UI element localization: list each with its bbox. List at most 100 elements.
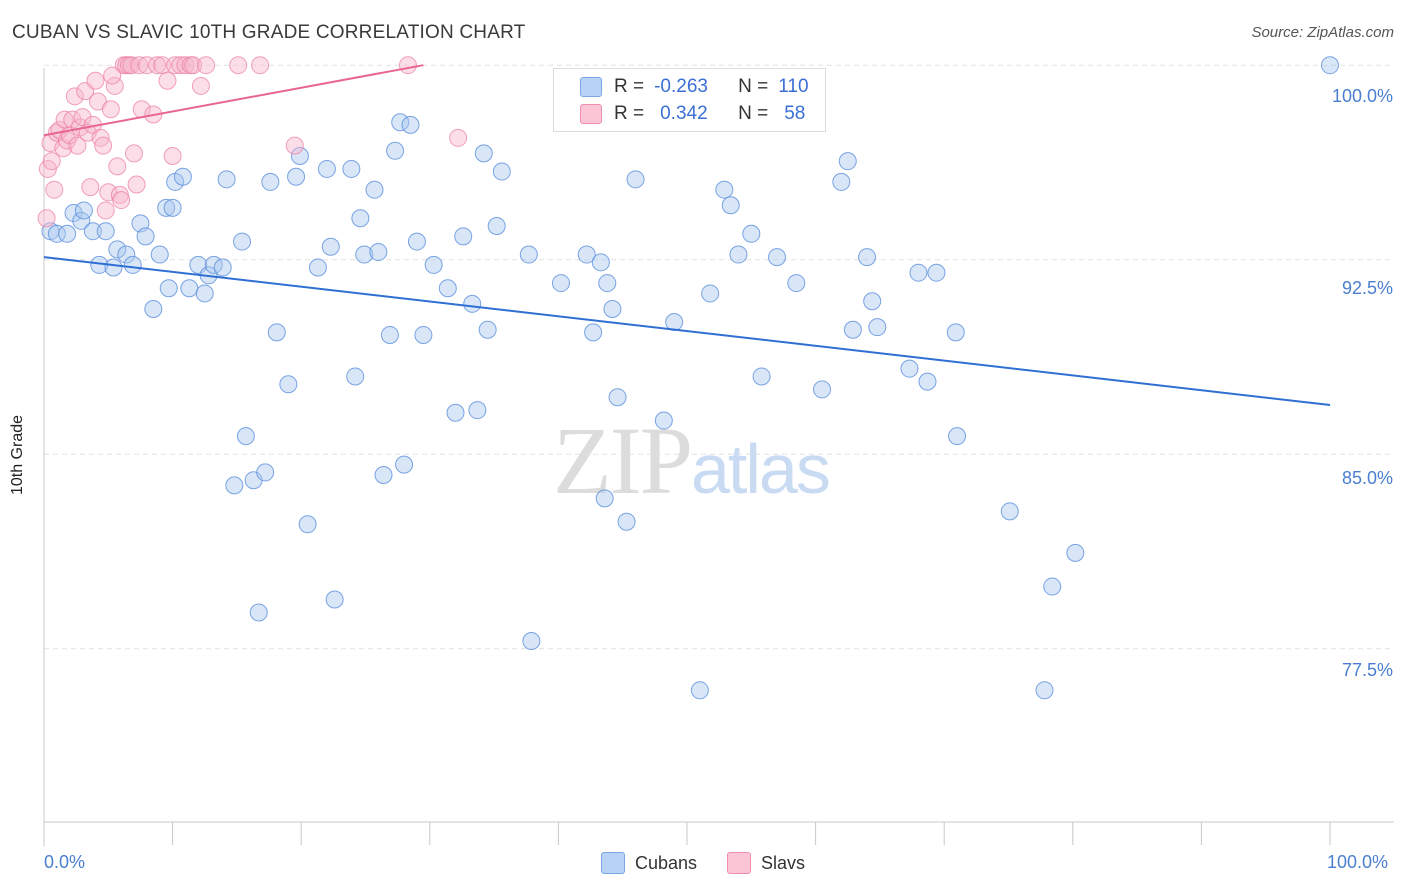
cubans-point <box>752 367 771 386</box>
slavs-point <box>130 56 149 75</box>
cubans-point <box>386 141 405 160</box>
legend-row-cubans: R = -0.263 N = 110 <box>580 74 809 100</box>
cubans-point <box>900 359 919 378</box>
slavs-point <box>101 100 120 119</box>
cubans-point <box>321 237 340 256</box>
slavs-trend-line <box>43 64 424 137</box>
cubans-point <box>1035 681 1054 700</box>
cubans-point <box>1043 577 1062 596</box>
y-axis-label: 10th Grade <box>9 414 26 496</box>
correlation-legend: R = -0.263 N = 110 R = 0.342 N = 58 <box>553 68 826 132</box>
slavs-point <box>449 128 468 147</box>
cubans-point <box>654 411 673 430</box>
cubans-point <box>395 455 414 474</box>
cubans-point <box>595 489 614 508</box>
legend-label-cubans: Cubans <box>634 852 698 873</box>
cubans-point <box>391 113 410 132</box>
watermark: ZIPatlas <box>553 405 831 516</box>
cubans-point <box>58 224 77 243</box>
cubans-point <box>742 224 761 243</box>
slavs-point <box>251 56 270 75</box>
legend-row-slavs: R = 0.342 N = 58 <box>580 101 805 127</box>
cubans-point <box>83 222 102 241</box>
legend-item-slavs[interactable]: Slavs <box>727 852 805 874</box>
slavs-point <box>398 56 417 75</box>
watermark-atlas: atlas <box>691 430 831 508</box>
cubans-point <box>519 245 538 264</box>
slavs-point <box>229 56 248 75</box>
slavs-point <box>137 56 156 75</box>
cubans-point <box>927 263 946 282</box>
cubans-points <box>41 56 1339 700</box>
cubans-point <box>180 279 199 298</box>
cubans-point <box>787 274 806 293</box>
cubans-point <box>454 227 473 246</box>
cubans-point <box>261 172 280 191</box>
slavs-point <box>112 191 131 210</box>
cubans-point <box>117 245 136 264</box>
slavs-point <box>105 76 124 95</box>
cubans-point <box>701 284 720 303</box>
cubans-point <box>1321 56 1339 75</box>
cubans-point <box>355 245 374 264</box>
r-label: R = <box>614 76 645 97</box>
slavs-swatch <box>727 852 752 874</box>
y-tick-label: 100.0% <box>1331 86 1393 106</box>
cubans-point <box>159 279 178 298</box>
series-legend: Cubans Slavs <box>0 852 1406 874</box>
cubans-swatch <box>600 852 625 874</box>
cubans-point <box>551 274 570 293</box>
cubans-point <box>522 632 541 651</box>
cubans-point <box>173 167 192 186</box>
cubans-point <box>225 476 244 495</box>
cubans-point <box>608 388 627 407</box>
cubans-point <box>424 255 443 274</box>
cubans-point <box>144 300 163 319</box>
cubans-point <box>365 180 384 199</box>
cubans-point <box>267 323 286 342</box>
cubans-point <box>813 380 832 399</box>
cubans-point <box>213 258 232 277</box>
slavs-swatch <box>580 104 602 124</box>
cubans-point <box>279 375 298 394</box>
cubans-point <box>487 217 506 236</box>
cubans-point <box>603 300 622 319</box>
n-value: 58 <box>784 103 806 124</box>
cubans-point <box>374 466 393 485</box>
cubans-point <box>407 232 426 251</box>
cubans-point <box>946 323 965 342</box>
slavs-points <box>37 56 468 228</box>
slavs-point <box>96 201 115 220</box>
r-value: -0.263 <box>654 76 708 97</box>
cubans-point <box>123 255 142 274</box>
cubans-point <box>863 292 882 311</box>
cubans-point <box>729 245 748 264</box>
cubans-point <box>64 204 83 223</box>
cubans-point <box>104 258 123 277</box>
legend-item-cubans[interactable]: Cubans <box>600 852 698 874</box>
y-tick-label: 92.5% <box>1341 278 1393 298</box>
cubans-point <box>290 146 309 165</box>
slavs-point <box>163 146 182 165</box>
slavs-point <box>94 136 113 155</box>
cubans-point <box>768 248 787 267</box>
slavs-point <box>191 76 210 95</box>
cubans-point <box>380 325 399 344</box>
cubans-point <box>346 367 365 386</box>
cubans-point <box>163 198 182 217</box>
r-label: R = <box>614 103 645 124</box>
cubans-point <box>843 320 862 339</box>
slavs-point <box>65 87 84 106</box>
slavs-point <box>81 178 100 197</box>
cubans-point <box>236 427 255 446</box>
cubans-trend-line <box>43 256 1331 406</box>
slavs-point <box>285 136 304 155</box>
cubans-point <box>446 403 465 422</box>
cubans-point <box>414 325 433 344</box>
cubans-point <box>918 372 937 391</box>
y-tick-label: 85.0% <box>1341 468 1393 488</box>
cubans-point <box>157 198 176 217</box>
cubans-swatch <box>580 77 602 97</box>
cubans-point <box>909 263 928 282</box>
cubans-point <box>1066 543 1085 562</box>
